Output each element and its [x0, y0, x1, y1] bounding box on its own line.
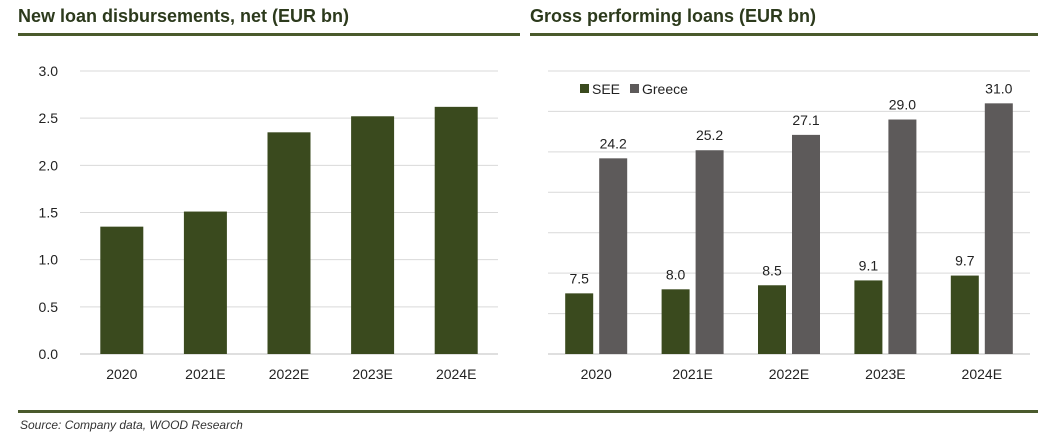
data-label: 27.1 [792, 112, 819, 128]
x-tick-label: 2021E [672, 366, 712, 382]
bar [267, 132, 311, 354]
source-note: Source: Company data, WOOD Research [20, 418, 243, 432]
x-tick-label: 2022E [769, 366, 809, 382]
data-label: 8.5 [762, 262, 782, 278]
data-label: 31.0 [985, 80, 1012, 96]
data-label: 25.2 [696, 127, 723, 143]
data-label: 8.0 [666, 266, 686, 282]
bar [888, 119, 917, 354]
data-label: 7.5 [569, 270, 589, 286]
bar [854, 280, 883, 354]
bar [950, 275, 979, 354]
bottom-rule [18, 410, 1038, 413]
x-tick-label: 2023E [865, 366, 905, 382]
loan-disbursements-chart: 0.0 0.5 1.0 1.5 2.0 2.5 3.0 2020 2021E 2022E 2023E… [18, 38, 520, 408]
x-tick-label: 2022E [269, 366, 309, 382]
x-tick-label: 2020 [581, 366, 612, 382]
legend-label: Greece [642, 81, 688, 97]
y-tick-label: 1.0 [39, 252, 59, 268]
bar [565, 293, 594, 354]
data-label: 9.1 [859, 257, 879, 273]
y-tick-label: 3.0 [39, 63, 59, 79]
y-tick-label: 0.5 [39, 299, 59, 315]
data-label: 29.0 [889, 97, 916, 113]
x-tick-label: 2023E [352, 366, 392, 382]
bar [661, 289, 690, 354]
bar [758, 285, 786, 354]
gross-performing-loans-svg: SEE Greece 7.5 24.2 2020 8.0 25.2 2021E 8.5 27.1 2… [548, 70, 1030, 382]
x-tick-label: 2024E [962, 366, 1002, 382]
bar [984, 103, 1013, 354]
bar [792, 134, 820, 354]
gross-performing-loans-chart: SEE Greece 7.5 24.2 2020 8.0 25.2 2021E 8.5 27.1 2… [530, 38, 1038, 408]
y-tick-label: 0.0 [39, 346, 59, 362]
loan-disbursements-svg: 0.0 0.5 1.0 1.5 2.0 2.5 3.0 2020 2021E 2022E 2023E… [39, 63, 498, 382]
y-tick-label: 2.0 [39, 157, 59, 173]
bar [183, 211, 227, 354]
bar [695, 150, 724, 354]
data-label: 24.2 [600, 135, 627, 151]
bar [599, 158, 628, 354]
data-label: 9.7 [955, 253, 975, 269]
y-tick-label: 1.5 [39, 205, 59, 221]
bar [100, 226, 144, 354]
left-title-rule [18, 33, 520, 36]
x-tick-label: 2024E [436, 366, 476, 382]
right-title-rule [530, 33, 1038, 36]
legend-label: SEE [592, 81, 620, 97]
legend-swatch [630, 84, 639, 93]
legend-swatch [580, 84, 589, 93]
y-tick-label: 2.5 [39, 110, 59, 126]
left-chart-title: New loan disbursements, net (EUR bn) [18, 6, 350, 26]
bar [351, 116, 395, 354]
x-tick-label: 2020 [106, 366, 137, 382]
x-tick-label: 2021E [185, 366, 225, 382]
right-chart-title: Gross performing loans (EUR bn) [530, 6, 817, 26]
bar [434, 106, 478, 354]
